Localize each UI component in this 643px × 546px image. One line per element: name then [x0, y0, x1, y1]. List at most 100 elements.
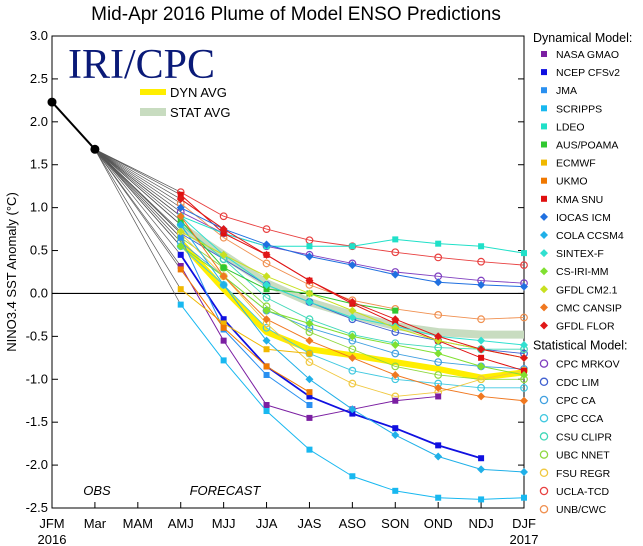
fan-line	[94, 148, 181, 193]
dynamical-point	[521, 250, 527, 257]
dynamical-point	[391, 370, 400, 379]
dynamical-point	[306, 446, 313, 453]
dynamical-point	[348, 332, 357, 341]
dynamical-point	[391, 315, 400, 324]
dynamical-point	[262, 306, 271, 315]
legend-label: IOCAS ICM	[556, 212, 611, 224]
dynamical-point	[220, 264, 227, 271]
statistical-series-line	[180, 245, 524, 389]
statistical-point	[434, 358, 443, 367]
statistical-point	[305, 358, 314, 367]
fan-line	[94, 148, 181, 204]
dynamical-point	[305, 298, 314, 307]
y-tick-label: -2.0	[26, 457, 48, 472]
legend-label: CPC MRKOV	[556, 359, 620, 371]
statistical-point	[305, 328, 314, 336]
dynamical-point	[349, 410, 356, 417]
statistical-point	[391, 362, 400, 371]
statistical-series-line	[180, 233, 525, 397]
dynamical-point	[220, 337, 227, 344]
legend-marker	[540, 249, 548, 258]
fan-line	[94, 149, 181, 247]
fan-line	[94, 149, 181, 226]
dynamical-point	[263, 286, 270, 293]
y-tick-label: 0.0	[30, 285, 48, 300]
legend-marker	[539, 486, 549, 496]
year-label: 2017	[510, 532, 539, 546]
x-tick-label: AMJ	[168, 516, 194, 531]
dynamical-point	[263, 363, 270, 370]
chart-title: Mid-Apr 2016 Plume of Model ENSO Predict…	[91, 4, 501, 25]
dynamical-point	[305, 289, 314, 298]
statistical-point	[262, 293, 271, 302]
legend-marker	[539, 504, 549, 514]
legend-label: LDEO	[556, 121, 585, 133]
dynamical-point	[478, 243, 485, 250]
fan-line	[94, 149, 182, 270]
dynamical-point	[434, 332, 443, 341]
legend-label: SINTEX-F	[556, 248, 604, 260]
x-tick-label: MJJ	[212, 516, 236, 531]
dynamical-point	[262, 280, 271, 289]
legend-marker	[540, 231, 548, 239]
x-tick-label: MAM	[123, 516, 153, 531]
x-tick-label: NDJ	[468, 516, 493, 531]
legend-label: UBC NNET	[556, 450, 610, 462]
dynamical-point	[434, 349, 443, 358]
fan-line	[94, 149, 181, 221]
fan-line	[94, 149, 181, 217]
dynamical-point	[435, 240, 442, 247]
average-legend: DYN AVG STAT AVG	[140, 85, 230, 120]
dynamical-point	[177, 234, 184, 241]
legend-statistical-title: Statistical Model:	[533, 339, 627, 353]
statistical-point	[434, 371, 443, 379]
dynamical-point	[392, 236, 399, 243]
dynamical-point	[477, 392, 486, 401]
axis-ticks: -2.5 -2.0 -1.5 -1.0 -0.5 0.0 0.5 1.0 1.5 2.0 2.5 3.…	[26, 28, 539, 546]
legend-marker	[540, 285, 548, 294]
dynamical-point	[521, 367, 527, 374]
dynamical-point	[434, 452, 443, 461]
y-tick-label: 0.5	[30, 243, 48, 258]
y-axis-label: NINO3.4 SST Anomaly (°C)	[4, 192, 19, 352]
dynamical-point	[262, 315, 271, 324]
legend-label: CS-IRI-MM	[556, 266, 609, 278]
dynamical-point	[477, 345, 486, 354]
y-tick-label: -1.0	[26, 371, 48, 386]
statistical-point	[391, 349, 400, 358]
average-legend-label: STAT AVG	[170, 105, 230, 120]
legend-marker	[539, 450, 549, 459]
x-tick-label: Mar	[84, 516, 107, 531]
dynamical-point	[348, 261, 357, 270]
statistical-point	[477, 315, 485, 324]
legend-label: CPC CA	[556, 395, 596, 407]
dynamical-point	[263, 408, 270, 415]
dynamical-point	[306, 389, 313, 396]
dynamical-point	[220, 320, 227, 327]
fan-line	[94, 149, 181, 238]
statistical-point	[219, 212, 228, 221]
dynamical-series-line	[179, 254, 482, 460]
statistical-point	[434, 253, 443, 262]
dynamical-point	[349, 473, 356, 480]
dynamical-point	[392, 307, 399, 314]
dynamical-point	[435, 393, 442, 400]
dynamical-point	[177, 217, 184, 224]
legend-marker	[540, 303, 548, 312]
statistical-point	[520, 383, 528, 392]
dynamical-point	[392, 397, 399, 404]
statistical-series-line	[180, 237, 524, 380]
dynamical-point	[520, 282, 528, 291]
legend-marker	[541, 123, 547, 130]
dynamical-point	[392, 487, 399, 494]
statistical-point	[262, 225, 271, 233]
dynamical-point	[391, 340, 400, 349]
x-tick-label: ASO	[339, 516, 366, 531]
fan-line	[94, 148, 181, 213]
legend-label: JMA	[556, 85, 577, 97]
fan-line	[94, 149, 182, 290]
dynamical-point	[391, 431, 400, 440]
legend-marker	[540, 321, 548, 330]
observed-point	[47, 97, 57, 107]
dynamical-point	[306, 243, 313, 250]
